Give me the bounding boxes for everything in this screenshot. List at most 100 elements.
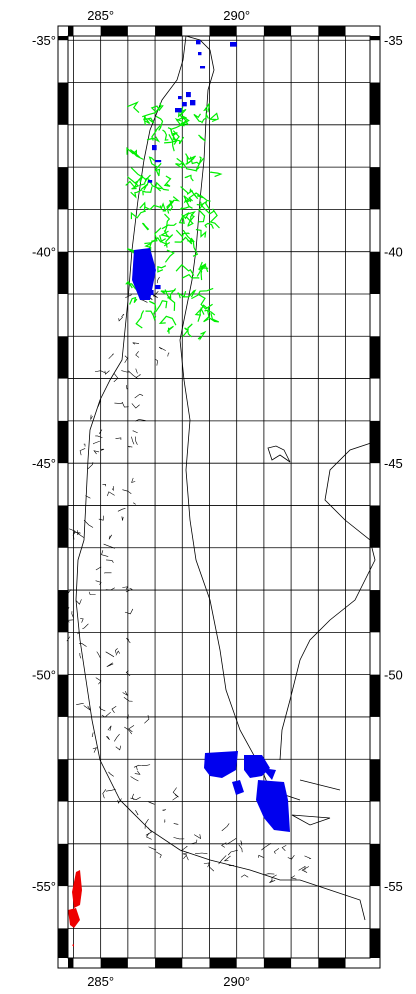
fjord-stroke — [172, 794, 179, 801]
green-track — [203, 102, 210, 113]
fjord-stroke — [148, 801, 155, 805]
green-track — [129, 296, 138, 305]
green-track — [209, 171, 223, 178]
fjord-stroke — [87, 462, 94, 470]
fjord-stroke — [135, 351, 140, 358]
green-track — [135, 310, 145, 329]
fjord-stroke — [145, 827, 152, 836]
lat-labels-right: -35 -40 -45 -50 -55 — [384, 33, 403, 894]
fjord-stroke — [173, 823, 179, 825]
fjord-stroke — [105, 735, 110, 741]
green-track — [193, 113, 202, 123]
fjord-stroke — [146, 833, 152, 840]
green-track — [130, 210, 147, 220]
fjord-stroke — [130, 796, 141, 800]
fjord-stroke — [105, 587, 115, 591]
green-track — [207, 313, 220, 323]
green-track — [155, 300, 168, 313]
green-track — [166, 325, 174, 334]
green-track — [182, 323, 193, 338]
green-track — [154, 162, 162, 177]
lat-tick-label-left: -45° — [32, 456, 56, 471]
fjord-stroke — [83, 705, 91, 711]
fjord-stroke — [101, 711, 111, 718]
fjord-stroke — [218, 855, 227, 865]
green-track — [139, 177, 148, 186]
lat-tick-label-left: -55° — [32, 879, 56, 894]
green-track — [194, 304, 208, 316]
fjord-stroke — [104, 370, 110, 375]
green-track — [139, 201, 146, 212]
fjord-stroke — [183, 854, 189, 861]
green-track — [130, 189, 143, 199]
red-region — [68, 870, 82, 947]
green-track — [144, 237, 167, 245]
green-track — [181, 115, 190, 125]
fjord-stroke — [132, 430, 138, 434]
green-track — [145, 310, 157, 322]
fjord-stroke — [104, 572, 112, 574]
blue-patch — [175, 108, 182, 113]
lon-labels-top: 285° 290° — [87, 8, 250, 23]
fjord-stroke — [95, 435, 103, 439]
green-track — [184, 211, 196, 222]
fjord-stroke — [157, 276, 160, 284]
fjord-stroke — [92, 747, 97, 753]
fjord-stroke — [114, 733, 120, 742]
fjord-stroke — [135, 419, 146, 422]
fjord-stroke — [99, 706, 106, 712]
fjord-stroke — [135, 810, 139, 816]
graticule-grid — [68, 36, 370, 958]
green-track — [140, 180, 149, 191]
fjord-stroke — [115, 650, 121, 656]
fjord-stroke — [134, 393, 144, 399]
fjord-stroke — [121, 516, 124, 521]
green-track — [176, 116, 189, 125]
green-track — [144, 204, 162, 211]
fjord-stroke — [223, 855, 231, 862]
blue-patch — [148, 180, 153, 183]
green-track — [142, 186, 153, 196]
green-track — [209, 208, 220, 229]
fjord-stroke — [221, 823, 230, 832]
green-region — [125, 101, 223, 341]
green-track — [160, 289, 176, 295]
fjord-stroke — [92, 440, 100, 445]
fjord-stroke — [228, 865, 235, 867]
lon-labels-bottom: 285° 290° — [87, 974, 250, 989]
green-track — [179, 206, 193, 211]
fjord-stroke — [134, 436, 138, 445]
fjord-stroke — [80, 618, 84, 623]
fjord-stroke — [71, 611, 74, 619]
green-track — [175, 157, 185, 169]
blue-patch — [182, 102, 187, 107]
lat-tick-label-right: -50 — [384, 668, 403, 683]
green-track — [158, 315, 177, 326]
fjord-stroke — [105, 651, 115, 658]
green-track — [146, 136, 161, 143]
fjord-stroke — [264, 873, 275, 876]
green-track — [174, 236, 193, 245]
fjord-stroke — [127, 446, 133, 448]
fjord-stroke — [83, 443, 86, 447]
green-track — [207, 307, 216, 316]
green-track — [150, 104, 164, 113]
fjord-stroke — [82, 623, 89, 630]
green-track — [172, 135, 185, 145]
blue-patch — [150, 290, 154, 296]
green-track — [127, 176, 140, 190]
green-track — [125, 280, 137, 290]
fjord-stroke — [148, 846, 157, 851]
green-track — [189, 188, 199, 200]
green-track — [177, 290, 187, 299]
green-track — [204, 222, 214, 229]
fjord-stroke — [124, 726, 133, 735]
fjord-stroke — [79, 653, 82, 659]
fjord-stroke — [125, 587, 133, 593]
fjord-stroke — [144, 715, 150, 724]
fjord-stroke — [124, 355, 128, 363]
green-track — [149, 300, 157, 315]
green-track — [163, 175, 172, 187]
green-track — [189, 156, 205, 165]
green-track — [145, 177, 162, 190]
